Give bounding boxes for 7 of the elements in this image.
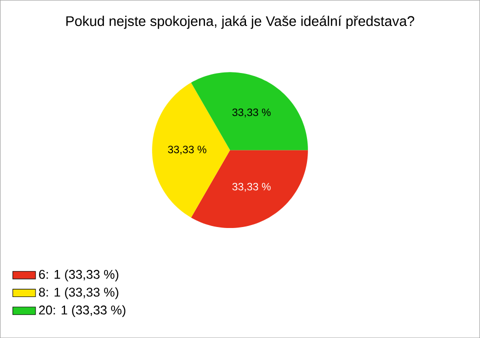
data-label: 33,33 % [232,108,271,118]
data-label: 33,33 % [168,146,206,154]
legend-label: 6: 1 (33,33 %) [39,269,118,282]
legend-label: 8: 1 (33,33 %) [39,287,118,300]
legend-label: 20: 1 (33,33 %) [39,305,126,317]
data-label: 33,33 % [232,182,271,192]
chart-title: Pokud nejste spokojena, jaká je Vaše ideální představa? [66,16,414,29]
